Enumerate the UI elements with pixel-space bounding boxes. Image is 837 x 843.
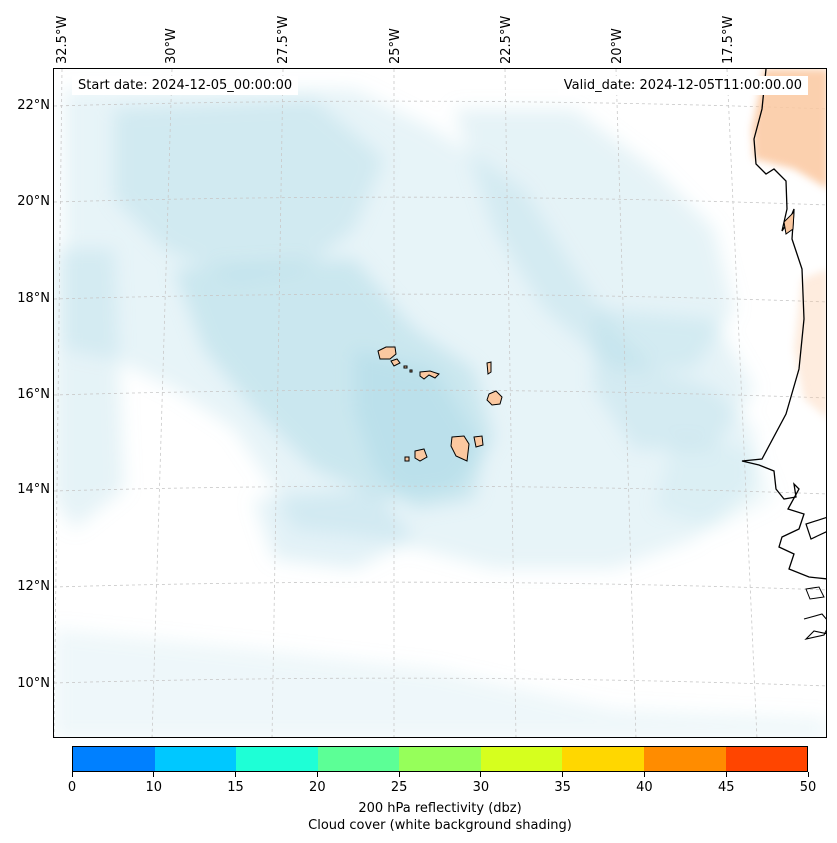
colorbar-tick-label: 15 [227,780,244,795]
colorbar-sublabel: Cloud cover (white background shading) [308,818,572,833]
colorbar-tick-label: 20 [309,780,326,795]
map-canvas [54,69,826,737]
colorbar-segment [643,747,726,771]
cape-verde-islands [377,346,503,462]
colorbar-tick-label: 45 [717,780,735,795]
longitude-label: 32.5°W [55,15,70,64]
reflectivity-colorbar [72,746,808,772]
latitude-label: 10°N [17,676,50,691]
latitude-label: 12°N [17,579,50,594]
cloud-cover-shading [54,89,826,737]
colorbar-tick [71,772,73,777]
colorbar-segment [399,747,481,771]
west-africa-coastline [741,69,826,640]
longitude-label: 27.5°W [276,15,291,64]
colorbar-tick [316,772,318,777]
colorbar-tick-label: 50 [799,780,817,795]
start-date-label: Start date: 2024-12-05_00:00:00 [72,76,299,95]
colorbar-tick-label: 25 [390,780,408,795]
colorbar-segment [562,747,644,771]
colorbar-tick [480,772,482,777]
colorbar-segment [154,747,237,771]
graticule [54,69,826,737]
colorbar-tick [643,772,645,777]
longitude-label: 25°W [388,28,403,64]
colorbar-tick-label: 35 [554,780,571,795]
latitude-label: 22°N [17,98,50,113]
longitude-label: 20°W [610,28,625,64]
latitude-label: 18°N [17,291,50,306]
colorbar-tick-label: 40 [636,780,653,795]
longitude-label: 30°W [164,28,179,64]
colorbar-tick [725,772,727,777]
latitude-label: 20°N [17,194,50,209]
longitude-label: 22.5°W [499,15,514,64]
colorbar-segment [480,747,563,771]
latitude-label: 16°N [17,387,50,402]
latitude-label: 14°N [17,482,50,497]
colorbar-tick [562,772,564,777]
map-panel[interactable] [53,68,827,738]
colorbar-tick [398,772,400,777]
colorbar-tick-label: 30 [472,780,490,795]
colorbar-tick [807,772,809,777]
valid-date-label: Valid_date: 2024-12-05T11:00:00.00 [557,76,808,95]
colorbar-segment [725,747,808,771]
colorbar-segment [236,747,318,771]
colorbar-label: 200 hPa reflectivity (dbz) [358,801,522,816]
colorbar-tick [235,772,237,777]
colorbar-tick [153,772,155,777]
colorbar-tick-label: 10 [145,780,163,795]
colorbar-tick-label: 0 [67,780,77,795]
colorbar-segment [73,747,155,771]
longitude-label: 17.5°W [721,15,736,64]
colorbar-segment [317,747,400,771]
